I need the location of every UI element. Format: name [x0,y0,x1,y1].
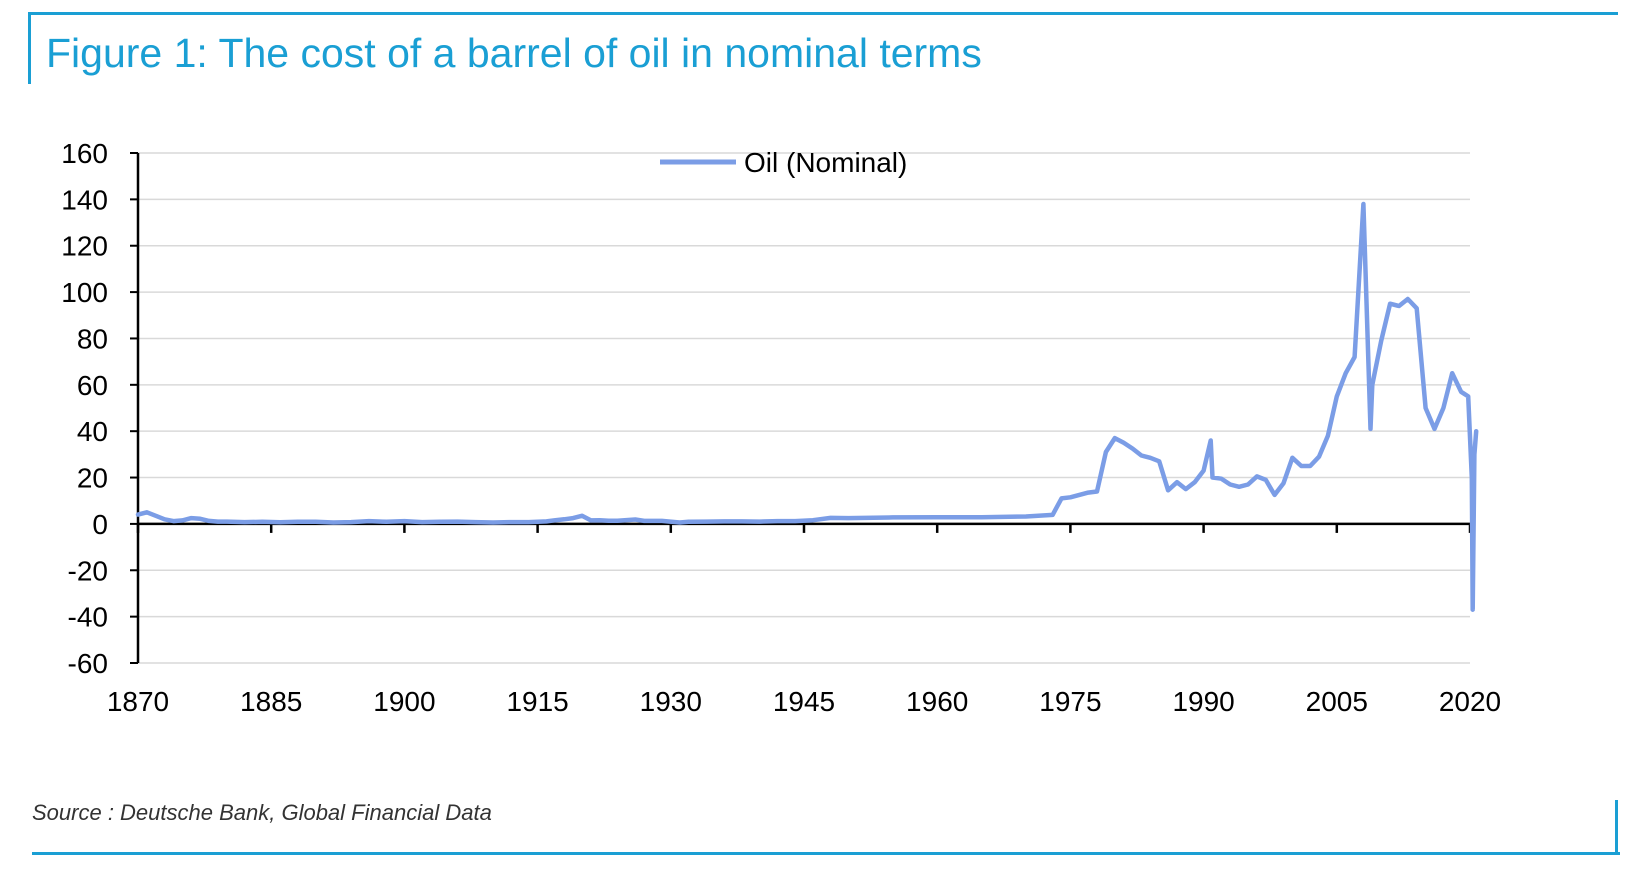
x-tick-label: 1915 [506,686,568,717]
axes: 160 140 120 100 80 60 40 20 0 -20 -40 -60 1870 1885 19… [61,138,1501,717]
legend: Oil (Nominal) [660,147,907,178]
y-tick-label: 120 [61,231,108,262]
frame-right-rule [1615,800,1618,855]
y-tick-label: 60 [77,370,108,401]
x-tick-label: 1900 [373,686,435,717]
y-tick-label: -60 [68,648,108,679]
x-tick-label: 1930 [640,686,702,717]
y-tick-label: 20 [77,463,108,494]
y-tick-label: 160 [61,138,108,169]
x-tick-label: 1990 [1172,686,1234,717]
y-tick-label: 140 [61,184,108,215]
x-tick-label: 2020 [1439,686,1501,717]
series-line-oil-nominal [135,201,1479,612]
y-tick-label: 100 [61,277,108,308]
y-tick-label: 0 [92,509,108,540]
grid [138,152,1470,664]
legend-label: Oil (Nominal) [744,147,907,178]
x-tick-label: 1945 [773,686,835,717]
series-layer [135,201,1479,612]
x-tick-label: 1870 [107,686,169,717]
y-tick-label: -40 [68,602,108,633]
x-tick-label: 1975 [1039,686,1101,717]
y-tick-label: -20 [68,555,108,586]
source-note: Source : Deutsche Bank, Global Financial… [32,800,492,825]
y-tick-label: 40 [77,416,108,447]
figure-title: Figure 1: The cost of a barrel of oil in… [46,30,982,76]
frame-bottom-rule [32,852,1620,855]
x-tick-label: 1885 [240,686,302,717]
frame-top-rule [28,12,1618,15]
frame-left-rule [28,12,31,84]
y-tick-label: 80 [77,323,108,354]
x-tick-label: 2005 [1306,686,1368,717]
x-tick-label: 1960 [906,686,968,717]
